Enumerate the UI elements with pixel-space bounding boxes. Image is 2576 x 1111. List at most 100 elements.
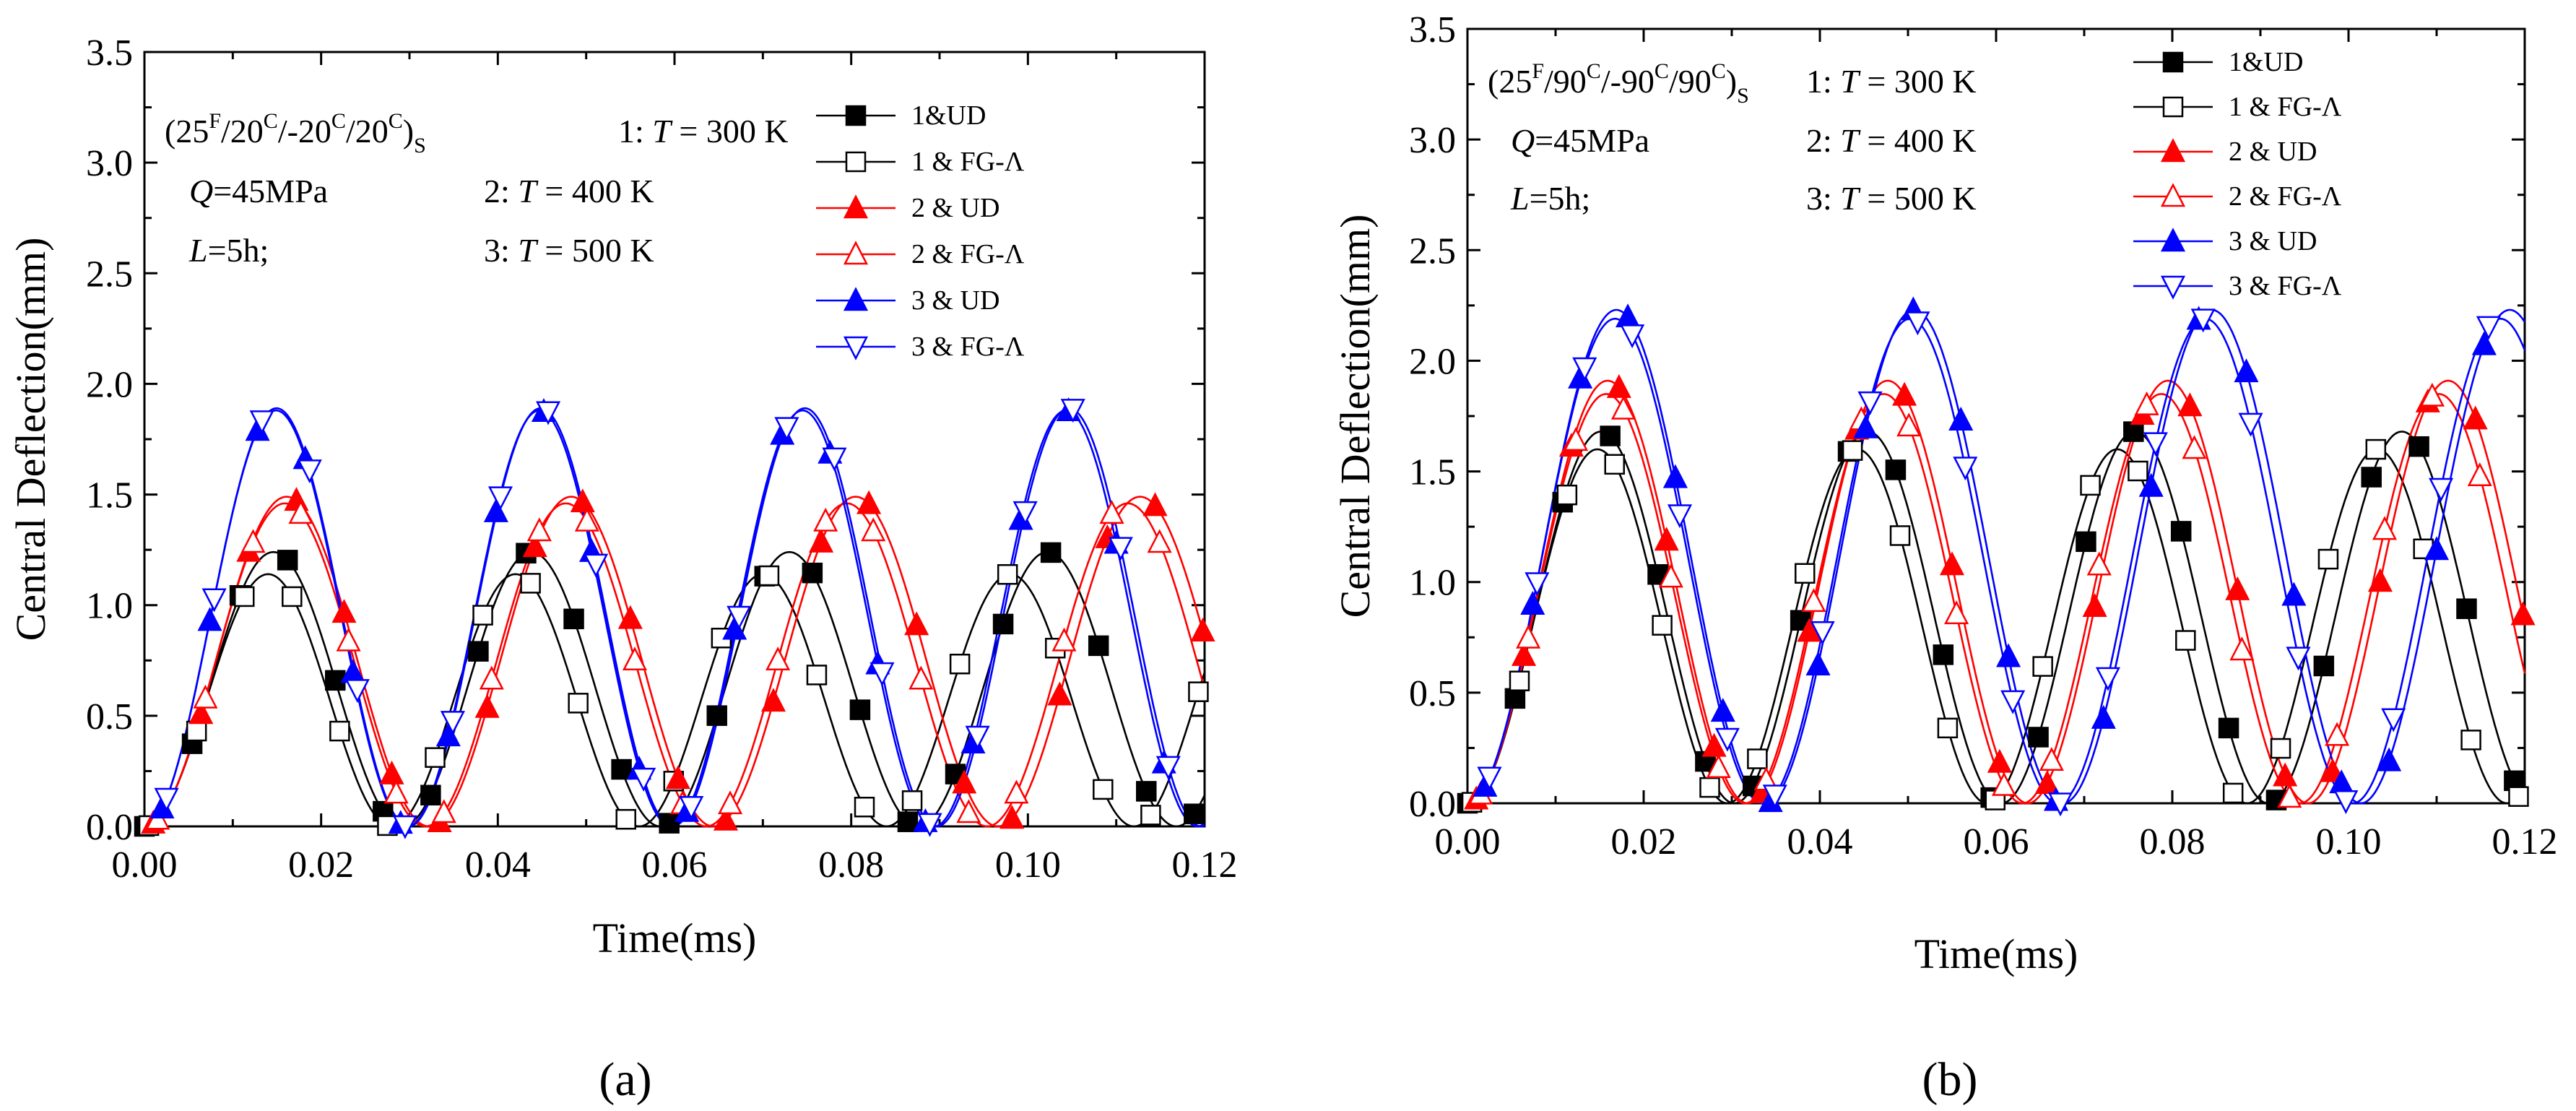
- temperature-1: 1: T = 300 K: [618, 113, 789, 150]
- legend-marker: [2162, 51, 2184, 73]
- legend-label: 3 & UD: [2229, 226, 2317, 256]
- temperature-1: 1: T = 300 K: [1806, 63, 1977, 100]
- annotation: (25F/90C/-90C/90C)S 1: T = 300 K Q=45MPa…: [1488, 59, 1977, 217]
- data-point: [901, 790, 923, 811]
- y-tick-label: 0.5: [86, 696, 133, 738]
- data-point: [611, 758, 632, 780]
- data-point: [2175, 630, 2196, 651]
- data-point: [917, 813, 942, 837]
- data-point: [758, 565, 780, 587]
- legend-label: 2 & UD: [2229, 137, 2317, 167]
- data-point: [1652, 615, 1673, 636]
- y-tick-label: 3.0: [86, 143, 133, 184]
- data-point: [1564, 427, 1589, 451]
- data-point: [1004, 779, 1029, 804]
- data-point: [487, 486, 513, 511]
- legend-marker: [2160, 138, 2186, 163]
- data-point: [774, 417, 799, 441]
- data-point: [249, 410, 274, 435]
- data-point: [240, 529, 266, 553]
- data-point: [2471, 331, 2497, 355]
- series-line: [144, 496, 1206, 828]
- data-point: [1572, 357, 1597, 381]
- data-point: [383, 779, 409, 804]
- data-point: [727, 605, 752, 630]
- data-point: [186, 720, 207, 742]
- data-point: [2182, 435, 2207, 459]
- data-point: [2281, 582, 2307, 606]
- data-point: [2361, 467, 2382, 488]
- data-point: [2138, 472, 2164, 497]
- data-point: [324, 670, 346, 691]
- legend-marker: [2162, 96, 2184, 118]
- length-label: L=5h;: [1510, 180, 1590, 217]
- y-tick-label: 3.0: [1409, 120, 1456, 161]
- data-point: [2128, 460, 2148, 482]
- data-point: [392, 815, 417, 839]
- data-point: [440, 711, 465, 735]
- data-point: [766, 647, 791, 671]
- data-point: [1857, 391, 1883, 415]
- data-point: [965, 725, 990, 750]
- y-tick-label: 0.0: [86, 807, 133, 848]
- data-point: [2381, 708, 2406, 732]
- y-tick-label: 0.5: [1409, 673, 1456, 714]
- data-point: [904, 611, 929, 636]
- x-tick-labels: 0.00 0.02 0.04 0.06 0.08 0.10 0.12: [112, 844, 1238, 886]
- data-point: [2467, 462, 2492, 486]
- data-point: [1604, 454, 1625, 475]
- data-point: [435, 722, 461, 747]
- data-point: [297, 459, 322, 484]
- data-point: [2000, 690, 2026, 714]
- data-point: [197, 607, 222, 631]
- data-point: [329, 720, 350, 742]
- data-point: [2082, 592, 2107, 617]
- legend-label: 1&UD: [2229, 47, 2303, 77]
- data-point: [2419, 382, 2445, 407]
- data-point: [1667, 504, 1693, 529]
- data-point: [2039, 747, 2064, 771]
- data-point: [2286, 647, 2311, 671]
- data-point: [1509, 670, 1530, 691]
- y-axis-label: Central Deflection(mm): [1332, 215, 1379, 618]
- data-point: [997, 563, 1018, 585]
- data-point: [857, 490, 882, 514]
- data-point: [483, 498, 508, 522]
- data-point: [722, 615, 747, 640]
- data-point: [2317, 548, 2339, 570]
- data-point: [1853, 414, 1878, 438]
- x-tick-label: 0.02: [288, 844, 354, 886]
- temperature-2: 2: T = 400 K: [484, 173, 654, 209]
- data-point: [1088, 635, 1109, 657]
- data-point: [468, 641, 489, 662]
- data-point: [949, 653, 971, 675]
- data-point: [1944, 600, 1969, 625]
- legend-label: 2 & FG-Λ: [2229, 181, 2342, 212]
- data-point: [2377, 747, 2402, 771]
- x-axis-label: Time(ms): [593, 915, 757, 961]
- data-point: [1610, 395, 1636, 420]
- data-point: [1108, 537, 1133, 561]
- data-point: [431, 799, 456, 823]
- data-point: [1810, 621, 1835, 645]
- data-point: [2238, 412, 2263, 437]
- data-point: [154, 787, 179, 812]
- data-point: [706, 705, 727, 726]
- data-point: [1060, 399, 1085, 423]
- series-curves: [1467, 308, 2526, 805]
- legend-label: 3 & FG-Λ: [911, 332, 1025, 362]
- y-tick-label: 0.0: [1409, 784, 1456, 825]
- data-point: [1190, 618, 1215, 642]
- data-point: [1556, 484, 1578, 506]
- data-point: [474, 693, 500, 718]
- data-point: [574, 507, 599, 532]
- data-point: [1600, 425, 1621, 446]
- data-point: [1885, 459, 1907, 480]
- legend-marker: [843, 287, 869, 311]
- data-point: [420, 784, 441, 805]
- data-point: [1155, 756, 1181, 780]
- data-point: [344, 679, 370, 704]
- data-point: [2222, 782, 2244, 804]
- x-tick-label: 0.10: [2316, 821, 2382, 863]
- data-point: [1051, 627, 1077, 652]
